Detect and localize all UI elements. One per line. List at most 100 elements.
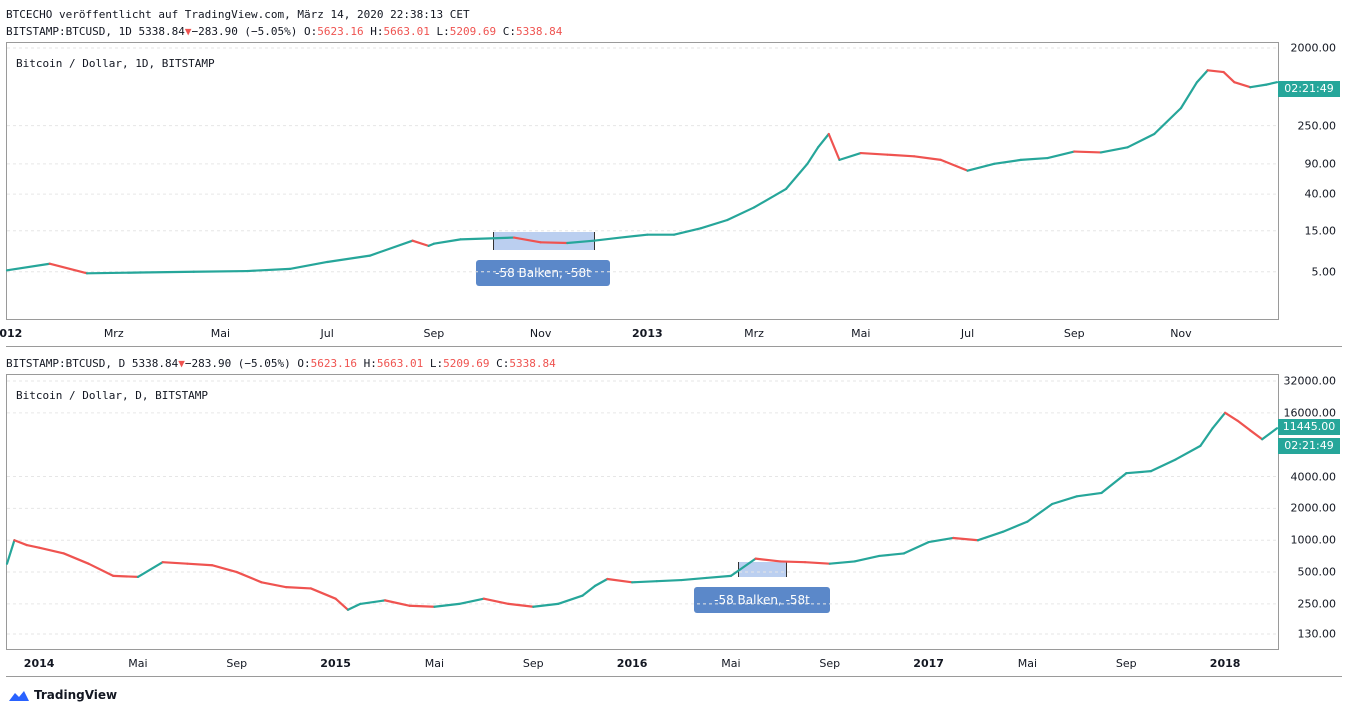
price-segment [1248,428,1264,441]
symbol-label: BITSTAMP:BTCUSD, 1D [6,25,132,38]
price-segment [838,151,862,161]
x-tick-label: Jul [320,327,334,340]
price-segment [853,554,881,563]
footer-brand[interactable]: TradingView [8,688,117,703]
x-tick-label: Sep [1063,327,1085,340]
price-axis-1[interactable]: 2000.00 250.00 90.00 40.00 15.00 5.00 [1278,42,1342,318]
y-tick-label: 2000.00 [1290,501,1337,515]
publisher-line: BTCECHO veröffentlicht auf TradingView.c… [6,8,470,21]
price-segment [828,560,856,565]
x-tick-label: Sep [819,657,841,670]
close-label: C: [496,357,510,370]
price-segment [5,262,51,272]
countdown-tag: 02:21:49 [1278,81,1340,97]
price-segment [806,146,820,165]
low-label: L: [429,357,444,370]
price-segment [1236,419,1251,432]
time-axis-2[interactable]: 2014 Mai Sep 2015 Mai Sep 2016 Mai Sep 2017 Mai Sep… [6,648,1342,677]
price-segment [1149,458,1177,473]
y-tick-label: 250.00 [1297,119,1337,133]
price-segment [13,539,28,547]
price-segment [631,580,658,584]
price-segment [1001,520,1029,533]
price-segment [1211,411,1227,430]
price-segment [939,158,969,172]
price-segment [606,577,634,584]
price-segment [235,570,263,584]
last-price: 5338.84 [138,25,185,38]
legend-line-1: BITSTAMP:BTCUSD, 1D 5338.84▼−283.90 (−5.… [6,25,562,38]
price-segment [827,132,841,161]
price-segment [38,546,65,555]
y-tick-label: 130.00 [1297,627,1337,641]
price-segment [48,262,89,275]
price-segment [1019,156,1049,161]
price-segment [581,584,597,597]
price-segment [346,602,362,611]
x-tick-label: 2013 [632,327,663,340]
price-segment [512,236,542,244]
x-tick-label: Nov [529,327,552,340]
close-value: 5338.84 [516,25,563,38]
price-segment [913,155,942,161]
low-value: 5209.69 [443,357,490,370]
x-tick-label: Sep [522,657,544,670]
price-segment [1222,70,1236,84]
price-segment [729,557,757,577]
x-tick-label: 2014 [23,657,55,670]
price-segment [699,218,729,230]
open-label: O: [304,25,318,38]
time-axis-1[interactable]: 2012 Mrz Mai Jul Sep Nov 2013 Mrz Mai Jul Sep Nov [0,318,1342,347]
x-tick-label: 2017 [913,657,944,670]
price-segment [210,564,238,574]
price-segment [1179,81,1199,110]
price-segment [593,577,609,587]
change-value: −283.90 (−5.05%) [184,357,291,370]
price-segment [993,158,1022,165]
price-segment [192,269,249,273]
price-segment [507,602,535,608]
last-price-tag: 11445.00 [1278,419,1340,435]
x-tick-label: Jul [960,327,975,340]
price-segment [1026,502,1054,523]
price-segment [816,132,830,149]
price-segment [1249,83,1268,89]
open-value: 5623.16 [310,357,358,370]
price-segment [1174,444,1202,461]
symbol-label: BITSTAMP:BTCUSD, D [6,357,126,370]
price-segment [619,233,649,239]
x-tick-label: Mai [851,327,871,340]
price-segment [859,151,889,156]
price-segment [112,574,140,579]
price-segment [705,574,733,580]
y-tick-label: 40.00 [1304,187,1337,201]
price-segment [25,543,41,549]
countdown-tag: 02:21:49 [1278,438,1340,454]
measure-label: -58 Balken, -58t [476,260,610,286]
price-segment [680,576,708,582]
x-tick-label: 2016 [616,657,648,670]
down-arrow-icon: ▼ [184,25,192,38]
chart-panel-1[interactable]: Bitcoin / Dollar, 1D, BITSTAMP [6,42,1279,320]
price-segment [1195,69,1209,84]
y-tick-label: 15.00 [1304,224,1337,238]
price-segment [1100,472,1128,495]
price-segment [85,271,142,275]
x-tick-label: Nov [1170,327,1192,340]
price-segment [952,536,980,542]
price-segment [878,552,906,558]
x-tick-label: Sep [226,657,248,670]
price-segment [288,260,329,271]
price-segment [1046,150,1076,160]
y-tick-label: 1000.00 [1290,533,1337,547]
high-value: 5663.01 [383,25,430,38]
price-segment [1153,107,1183,136]
x-tick-label: Sep [423,327,445,340]
price-axis-2[interactable]: 32000.00 16000.00 4000.00 2000.00 1000.00 500… [1278,374,1342,648]
price-segment [556,594,584,606]
last-price: 5338.84 [131,357,179,370]
price-segment [432,238,462,245]
price-segment [752,187,788,209]
price-segment [5,539,16,565]
price-segment [886,153,916,158]
